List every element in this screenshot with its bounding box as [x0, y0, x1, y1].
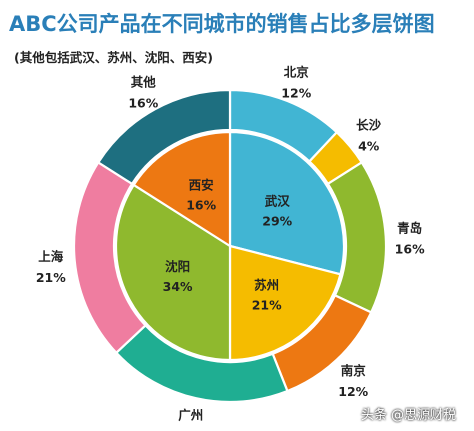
outer-value-label-1: 4% [358, 138, 380, 153]
inner-category-label-1: 苏州 [254, 277, 279, 292]
outer-category-label-6: 其他 [131, 74, 157, 89]
inner-slice-0 [228, 130, 346, 276]
outer-category-label-1: 长沙 [356, 117, 382, 132]
outer-value-label-3: 12% [338, 384, 368, 399]
outer-value-label-2: 16% [395, 242, 425, 257]
inner-ring [114, 130, 346, 362]
inner-value-label-0: 29% [262, 213, 292, 228]
chart-labels: 北京 12% 长沙 4% 青岛 16% 南京 12% 广州 19% 上海 21% 其他 16% 武汉 29% 苏… [36, 65, 425, 431]
outer-value-label-5: 21% [36, 270, 66, 285]
outer-value-label-4: 19% [176, 429, 206, 431]
inner-category-label-0: 武汉 [265, 193, 291, 208]
outer-category-label-3: 南京 [341, 363, 367, 378]
outer-value-label-6: 16% [128, 95, 158, 110]
outer-slice-6 [96, 88, 232, 186]
inner-value-label-1: 21% [252, 297, 282, 312]
inner-value-label-2: 34% [163, 279, 193, 294]
chart-subtitle: (其他包括武汉、苏州、沈阳、西安) [14, 50, 213, 65]
inner-value-label-3: 16% [186, 198, 216, 213]
outer-category-label-5: 上海 [38, 249, 64, 264]
inner-slice-3 [132, 130, 232, 249]
outer-ring [72, 88, 388, 404]
chart-title: ABC公司产品在不同城市的销售占比多层饼图 [9, 12, 435, 36]
inner-category-label-2: 沈阳 [165, 259, 190, 274]
outer-value-label-0: 12% [281, 86, 311, 101]
outer-category-label-2: 青岛 [397, 221, 422, 236]
outer-category-label-0: 北京 [284, 65, 310, 80]
inner-category-label-3: 西安 [189, 178, 214, 193]
watermark: 头条 @思源财税 [360, 408, 456, 423]
outer-category-label-4: 广州 [178, 408, 203, 423]
inner-slice-1 [228, 244, 342, 362]
